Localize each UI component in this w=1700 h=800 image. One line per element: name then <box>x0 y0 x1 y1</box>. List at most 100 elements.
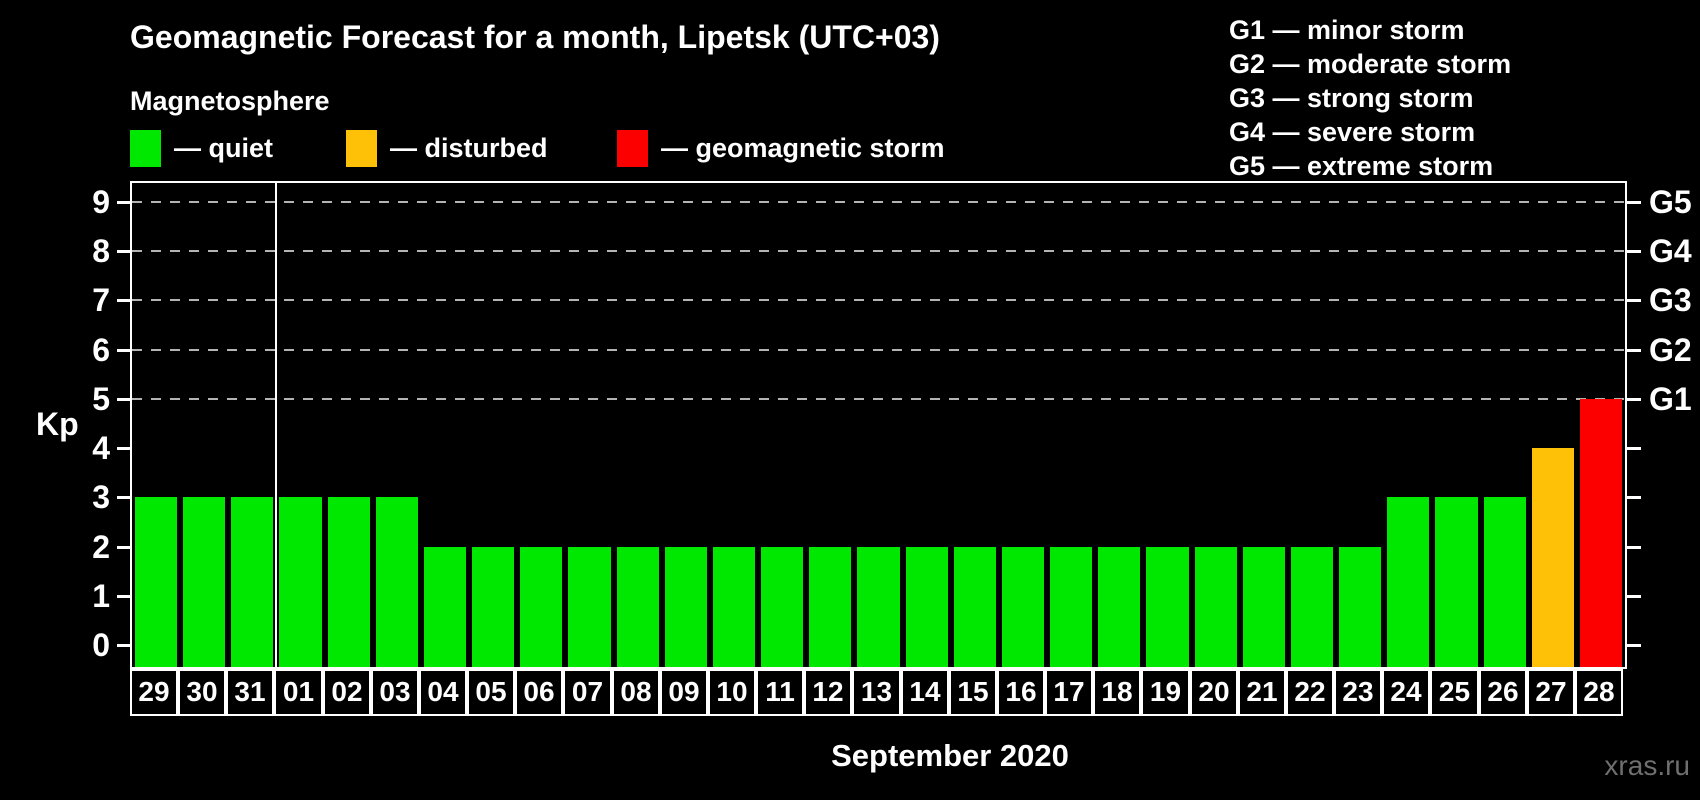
kp-bar <box>424 546 466 667</box>
y-tick-left <box>117 299 131 303</box>
kp-bar <box>713 546 755 667</box>
y-tick-right <box>1627 201 1641 204</box>
y-tick-right <box>1627 397 1641 401</box>
date-cell: 24 <box>1382 669 1430 716</box>
gridline-g1 <box>132 397 1625 400</box>
date-cell: 20 <box>1190 669 1238 716</box>
kp-bar <box>1580 398 1622 667</box>
g-level-label: G3 <box>1649 282 1692 319</box>
date-cell: 28 <box>1575 669 1623 716</box>
storm-swatch <box>617 129 648 167</box>
gridline-g2 <box>132 348 1625 351</box>
date-cell: 23 <box>1334 669 1382 716</box>
date-cell: 29 <box>130 669 178 716</box>
kp-bar <box>761 546 803 667</box>
y-tick-right <box>1627 594 1641 598</box>
kp-bar <box>520 546 562 667</box>
kp-bar <box>135 497 177 667</box>
kp-bar <box>665 546 707 667</box>
magnetosphere-label: Magnetosphere <box>130 86 330 116</box>
watermark: xras.ru <box>1604 750 1690 781</box>
g-scale-legend-item: G5 — extreme storm <box>1229 151 1494 181</box>
date-cell: 17 <box>1045 669 1093 716</box>
legend-label: — geomagnetic storm <box>661 132 945 163</box>
kp-bar <box>328 497 370 667</box>
legend-label: — quiet <box>174 132 273 163</box>
y-tick-right <box>1627 644 1641 647</box>
kp-bar <box>568 546 611 667</box>
g-scale-legend-item: G3 — strong storm <box>1229 83 1474 113</box>
kp-bar <box>1484 497 1526 667</box>
date-cell: 06 <box>515 669 563 716</box>
date-cell: 10 <box>708 669 756 716</box>
y-tick-right <box>1627 250 1641 254</box>
y-tick-right <box>1627 348 1641 352</box>
g-scale-legend-item: G4 — severe storm <box>1229 117 1476 147</box>
kp-bar <box>1532 448 1574 667</box>
date-cell: 21 <box>1238 669 1286 716</box>
kp-bar <box>809 546 851 667</box>
kp-bar <box>183 497 225 667</box>
kp-bar <box>1435 497 1478 667</box>
kp-bar <box>1050 546 1092 667</box>
y-tick-label: 0 <box>92 627 110 663</box>
date-cell: 09 <box>660 669 708 716</box>
gridline-g5 <box>132 201 1625 203</box>
y-tick-label: 2 <box>92 528 110 565</box>
y-tick-left <box>117 250 131 254</box>
quiet-swatch <box>130 129 161 167</box>
status-legend: — quiet — disturbed — geomagnetic storm <box>0 128 1700 170</box>
y-tick-label: 7 <box>92 282 110 319</box>
kp-bar <box>231 497 273 667</box>
kp-bar <box>1002 546 1044 667</box>
month-separator <box>275 183 277 667</box>
kp-bar <box>954 546 996 667</box>
date-cell: 18 <box>1093 669 1141 716</box>
kp-bar <box>279 497 322 667</box>
date-cell: 05 <box>467 669 515 716</box>
legend-item-storm: — geomagnetic storm <box>617 128 945 168</box>
date-cell: 11 <box>756 669 804 716</box>
g-level-label: G2 <box>1649 331 1692 368</box>
gridline-g3 <box>132 299 1625 302</box>
y-tick-left <box>117 496 131 500</box>
kp-bar <box>1243 546 1285 667</box>
kp-bar <box>1339 546 1381 667</box>
date-cell: 31 <box>226 669 274 716</box>
y-tick-left <box>117 594 131 598</box>
legend-item-disturbed: — disturbed <box>346 128 548 168</box>
y-tick-left <box>117 201 131 204</box>
y-tick-label: 8 <box>92 233 110 270</box>
g-scale-legend-item: G2 — moderate storm <box>1229 49 1512 79</box>
g-level-label: G5 <box>1649 184 1692 220</box>
date-cell: 27 <box>1527 669 1575 716</box>
chart-title: Geomagnetic Forecast for a month, Lipets… <box>130 19 940 55</box>
date-cell: 15 <box>949 669 997 716</box>
g-scale-legend: G1 — minor storm G2 — moderate storm G3 — … <box>1229 13 1511 183</box>
kp-bar <box>1387 497 1429 667</box>
date-cell: 08 <box>612 669 660 716</box>
g-level-label: G4 <box>1649 233 1692 270</box>
date-cell: 13 <box>852 669 901 716</box>
date-cell: 30 <box>178 669 226 716</box>
kp-bar <box>857 546 900 667</box>
kp-bar <box>472 546 514 667</box>
date-cell: 19 <box>1141 669 1190 716</box>
date-cell: 25 <box>1430 669 1479 716</box>
legend-item-quiet: — quiet <box>130 128 273 168</box>
y-tick-left <box>117 545 131 549</box>
y-tick-right <box>1627 447 1641 451</box>
y-tick-left <box>117 644 131 647</box>
date-cell: 12 <box>804 669 852 716</box>
date-cell: 16 <box>997 669 1045 716</box>
gridline-g4 <box>132 250 1625 253</box>
g-level-label: G1 <box>1649 380 1692 417</box>
y-tick-right <box>1627 299 1641 303</box>
kp-bar <box>376 497 418 667</box>
y-tick-label: 6 <box>92 331 110 368</box>
date-cell: 07 <box>563 669 612 716</box>
y-tick-right <box>1627 545 1641 549</box>
date-cell: 26 <box>1479 669 1527 716</box>
disturbed-swatch <box>346 129 377 167</box>
